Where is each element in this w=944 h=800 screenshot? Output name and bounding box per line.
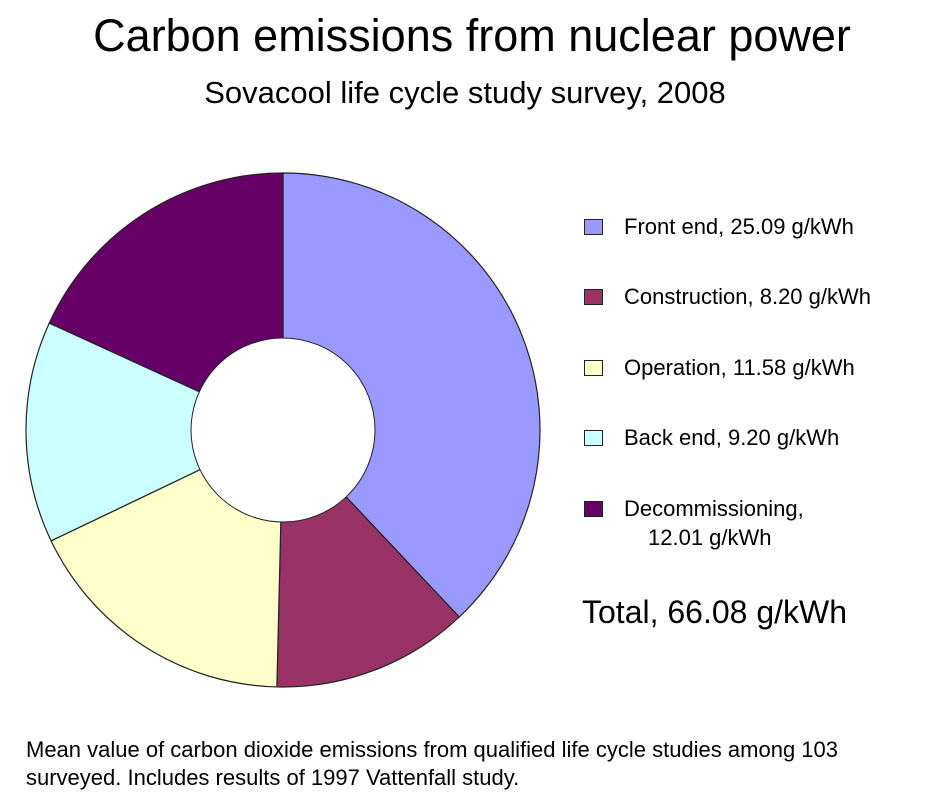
chart-subtitle: Sovacool life cycle study survey, 2008: [204, 75, 726, 110]
legend-label-construction: Construction, 8.20 g/kWh: [624, 284, 872, 309]
legend-label-back-end: Back end, 9.20 g/kWh: [624, 425, 840, 450]
legend-swatch-front-end: [584, 219, 603, 235]
chart-title: Carbon emissions from nuclear power: [93, 10, 851, 61]
legend-swatch-operation: [584, 360, 603, 376]
legend-swatch-construction: [584, 289, 603, 305]
slice-back-end: [25, 322, 285, 542]
donut-hole: [190, 337, 376, 523]
legend-swatch-back-end: [584, 430, 603, 446]
legend-label-operation: Operation, 11.58 g/kWh: [624, 355, 855, 380]
slice-front-end: [282, 172, 541, 618]
footnote: Mean value of carbon dioxide emissions f…: [26, 737, 838, 790]
legend-swatch-decommissioning: [584, 501, 603, 517]
legend-label-front-end: Front end, 25.09 g/kWh: [624, 214, 854, 239]
total-label: Total, 66.08 g/kWh: [582, 594, 848, 630]
legend-label-decommissioning: Decommissioning, 12.01 g/kWh: [624, 496, 804, 550]
donut-chart: [25, 172, 541, 688]
